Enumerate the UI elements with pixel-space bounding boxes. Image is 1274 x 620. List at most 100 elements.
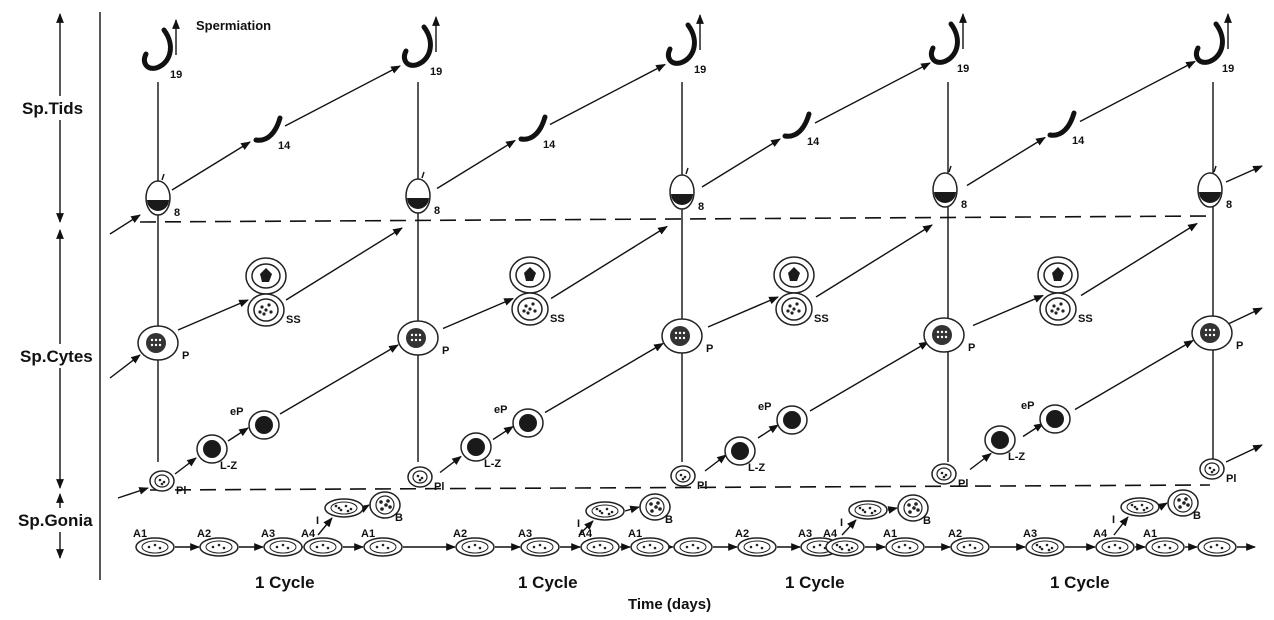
pachytene-spermatocyte (397, 320, 439, 356)
progression-arrow (1225, 444, 1263, 463)
preleptotene-cell (931, 463, 957, 485)
progression-arrow (284, 65, 401, 127)
spermatid-step8-label: 8 (961, 199, 967, 211)
progression-arrow (544, 342, 664, 414)
pachytene-spermatocyte (661, 318, 703, 354)
spermatogonium-label: A1 (1143, 528, 1157, 540)
spermiation-label: Spermiation (196, 18, 271, 33)
progression-arrow (1225, 307, 1263, 326)
spermatogonium-label: A2 (197, 528, 211, 540)
spermatogonium-cell (455, 537, 495, 557)
spermatid-step19-cell (141, 27, 173, 71)
spermatid-step14-label: 14 (1072, 135, 1085, 147)
intermediate-label: I (840, 517, 843, 529)
cycle-label-3: 1 Cycle (785, 573, 845, 592)
progression-arrow (707, 296, 779, 328)
leptotene-zygotene-cell (984, 425, 1016, 455)
early-pachytene-label: eP (1021, 400, 1034, 412)
spermatid-step8-label: 8 (698, 201, 704, 213)
spermatogonium-cell (630, 537, 670, 557)
gonia-arrow (887, 506, 898, 514)
spermatid-step19-cell (928, 21, 960, 65)
type-b-spermatogonium (639, 493, 671, 521)
spermatogonium-cell (825, 537, 865, 557)
spermatid-step19-label: 19 (1222, 63, 1234, 75)
phase-label-spermatocytes: Sp.Cytes (20, 347, 93, 366)
spermatid-step8-cell (405, 171, 431, 214)
progression-arrow (492, 425, 514, 441)
spermatogonium-label: A3 (518, 528, 532, 540)
progression-arrow (701, 138, 781, 188)
spermatogonium-cell (135, 537, 175, 557)
secondary-spermatocyte-label: SS (1078, 313, 1093, 325)
spermatid-step8-cell (932, 165, 958, 208)
progression-arrow (809, 341, 929, 412)
preleptotene-label: Pl (176, 485, 186, 497)
early-pachytene-label: eP (494, 404, 507, 416)
spermatid-step8-label: 8 (174, 207, 180, 219)
progression-arrow (177, 299, 249, 331)
spermatogonium-label: A4 (301, 528, 316, 540)
leptotene-zygotene-label: L-Z (484, 458, 501, 470)
gonia-arrow (359, 504, 370, 513)
gonia-arrow (624, 505, 640, 514)
progression-arrow (1022, 422, 1044, 438)
spermatogonium-cell (363, 537, 403, 557)
spermatogonium-cell (1197, 537, 1237, 557)
intermediate-spermatogonium (324, 498, 364, 518)
type-b-label: B (665, 514, 673, 526)
spermatogonium-cell (1095, 537, 1135, 557)
progression-arrow (549, 63, 666, 126)
early-pachytene-label: eP (758, 401, 771, 413)
early-pachytene-cell (248, 410, 280, 440)
spermatogonium-label: A3 (261, 528, 275, 540)
spermatid-step19-label: 19 (957, 63, 969, 75)
spermatogonium-label: A1 (628, 528, 642, 540)
progression-arrow (972, 294, 1044, 327)
cells-layer (135, 21, 1237, 557)
gonia-arrow (317, 517, 333, 536)
gonia-arrow (841, 519, 857, 536)
leptotene-zygotene-label: L-Z (748, 462, 765, 474)
secondary-spermatocyte-label: SS (550, 313, 565, 325)
type-b-label: B (923, 515, 931, 527)
pachytene-spermatocyte (923, 317, 965, 353)
spermatid-step19-label: 19 (430, 66, 442, 78)
progression-arrow (969, 452, 992, 471)
secondary-spermatocyte-pair (773, 256, 815, 326)
spermatid-step14-label: 14 (807, 136, 820, 148)
preleptotene-cell (407, 466, 433, 488)
time-axis-label: Time (days) (628, 596, 711, 613)
early-pachytene-cell (512, 408, 544, 438)
early-pachytene-cell (776, 405, 808, 435)
leptotene-zygotene-cell (196, 434, 228, 464)
spermatid-step14-label: 14 (543, 139, 556, 151)
type-b-label: B (1193, 510, 1201, 522)
leptotene-zygotene-label: L-Z (220, 460, 237, 472)
progression-arrow (227, 427, 249, 442)
type-b-label: B (395, 512, 403, 524)
cycle-label-2: 1 Cycle (518, 573, 578, 592)
progression-arrow (285, 227, 403, 301)
pachytene-label: P (706, 343, 713, 355)
pachytene-spermatocyte (1191, 315, 1233, 351)
phase-label-spermatogonia: Sp.Gonia (18, 511, 93, 530)
pachytene-label: P (442, 345, 449, 357)
preleptotene-cell (670, 465, 696, 487)
spermatogonium-label: A1 (361, 528, 375, 540)
spermatid-step8-label: 8 (434, 205, 440, 217)
intermediate-label: I (1112, 514, 1115, 526)
secondary-spermatocyte-label: SS (814, 313, 829, 325)
spermatogonium-label: A3 (1023, 528, 1037, 540)
spermatid-step14-cell (518, 114, 548, 142)
stage-labels: 8 8 8 8 8 14 14 14 14 19 19 19 19 19 P P P P P SS SS SS SS eP eP… (133, 63, 1243, 540)
progression-arrow (757, 424, 779, 439)
leptotene-zygotene-label: L-Z (1008, 451, 1025, 463)
preleptotene-label: Pl (697, 480, 707, 492)
preleptotene-label: Pl (958, 478, 968, 490)
spermatogonium-label: A3 (798, 528, 812, 540)
progression-arrow (1080, 222, 1198, 297)
progression-arrow (109, 214, 141, 235)
progression-arrow (174, 457, 197, 475)
